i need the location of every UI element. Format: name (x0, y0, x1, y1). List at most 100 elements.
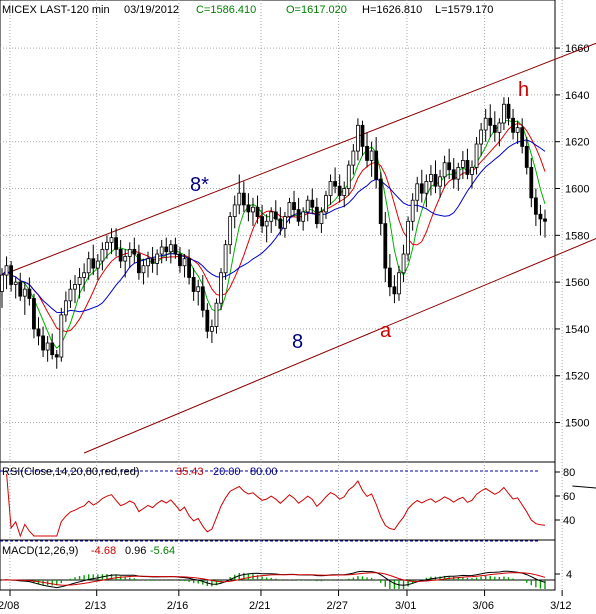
candle (474, 137, 479, 175)
candle-body (488, 117, 493, 126)
candle (301, 207, 306, 231)
header-date: 03/19/2012 (124, 4, 179, 16)
candle (328, 174, 333, 205)
candle-body (492, 124, 497, 133)
candle-body (406, 220, 411, 255)
candle-body (524, 145, 529, 168)
candle (223, 240, 228, 280)
candle (342, 181, 347, 208)
candle (438, 169, 442, 198)
candle (251, 197, 255, 226)
candle (529, 158, 534, 208)
candle (424, 174, 429, 208)
candle (337, 174, 342, 203)
candle-body (136, 253, 141, 274)
candle-body (132, 248, 137, 255)
header-low: L=1579.170 (435, 4, 493, 16)
candle-body (54, 354, 59, 358)
candle (91, 244, 96, 276)
candle (22, 282, 27, 315)
candle-body (529, 167, 534, 199)
rsi-value: 35.43 (176, 466, 204, 478)
candle-body (205, 309, 210, 332)
candle-body (410, 199, 415, 222)
candle (442, 155, 447, 187)
candle (451, 158, 456, 189)
candle (283, 211, 287, 238)
candle (447, 148, 452, 180)
candle-body (32, 298, 36, 330)
candle (433, 160, 438, 194)
moving-averages (1, 120, 546, 349)
candle (155, 249, 160, 276)
candle (533, 188, 538, 226)
rsi-line (6, 473, 546, 538)
candle (415, 176, 420, 212)
candle (392, 275, 397, 304)
candle-body (314, 206, 319, 225)
y-tick-label: 1640 (565, 90, 589, 102)
candle (173, 237, 178, 259)
candle (520, 118, 525, 154)
x-tick-label: 2/08 (0, 600, 19, 612)
candle (132, 237, 137, 264)
candle (456, 162, 461, 191)
candle-body (324, 195, 328, 213)
candle-body (515, 127, 520, 133)
candle-body (251, 206, 255, 213)
candle-body (483, 117, 488, 131)
y-tick-label: 1500 (565, 418, 589, 430)
macd-signal-line (1, 572, 546, 586)
candle (86, 251, 91, 280)
candle-body (118, 248, 123, 262)
candle-body (287, 202, 292, 217)
candle-body (9, 265, 14, 285)
candle (59, 307, 64, 362)
candle (255, 195, 260, 224)
candle (232, 195, 237, 229)
candle-body (305, 199, 310, 213)
candle-body (228, 216, 233, 246)
candle (351, 144, 356, 175)
candle (214, 298, 219, 334)
candle-body (365, 145, 369, 161)
candle-body (319, 211, 324, 225)
x-tick-label: 2/13 (85, 600, 106, 612)
candle-body (456, 167, 461, 180)
candle-body (73, 284, 77, 290)
candle (41, 326, 45, 358)
rsi-tick-60: 60 (563, 491, 575, 503)
header-symbol: MICEX LAST-120 min (2, 4, 110, 16)
candle-body (442, 162, 447, 178)
candle-body (36, 328, 41, 337)
candle (54, 350, 59, 369)
candle-body (159, 246, 164, 255)
candle (127, 242, 132, 269)
x-tick-label: 3/12 (550, 600, 571, 612)
candle-body (346, 164, 351, 189)
candle (387, 254, 392, 297)
candle (538, 204, 543, 236)
candle (168, 240, 173, 264)
candle-body (77, 277, 82, 285)
candle-body (27, 288, 32, 299)
candle-body (41, 335, 45, 351)
candle-body (91, 258, 96, 269)
candle-body (68, 288, 73, 302)
candle (470, 160, 474, 189)
candle (483, 108, 488, 142)
candle (374, 137, 379, 189)
candle (269, 207, 274, 233)
wave-label-8: 8 (292, 331, 303, 353)
candle-body (351, 150, 356, 166)
candle (109, 228, 114, 255)
candle-body (241, 192, 246, 206)
candle-body (59, 314, 64, 358)
ma-mid-line (1, 122, 546, 333)
candle-body (369, 150, 374, 161)
candle (515, 120, 520, 145)
candle (310, 188, 315, 215)
candle-body (283, 216, 287, 229)
candle-body (502, 103, 506, 124)
candle-body (146, 258, 150, 267)
